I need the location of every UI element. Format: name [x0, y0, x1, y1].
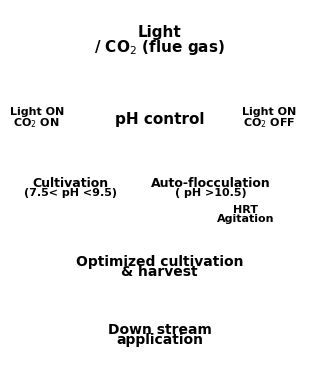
- Text: HRT: HRT: [233, 205, 258, 215]
- Text: pH control: pH control: [115, 112, 204, 127]
- Text: Optimized cultivation: Optimized cultivation: [76, 255, 243, 268]
- Text: application: application: [116, 333, 203, 347]
- Text: (7.5< pH <9.5): (7.5< pH <9.5): [24, 188, 117, 198]
- Text: CO$_2$ OFF: CO$_2$ OFF: [243, 116, 296, 130]
- Text: & harvest: & harvest: [121, 265, 198, 279]
- Text: Light ON: Light ON: [10, 107, 64, 117]
- Text: Light: Light: [137, 25, 182, 40]
- Text: Cultivation: Cultivation: [32, 177, 108, 190]
- Text: ( pH >10.5): ( pH >10.5): [175, 188, 246, 198]
- Text: CO$_2$ ON: CO$_2$ ON: [13, 116, 60, 130]
- Text: / CO$_2$ (flue gas): / CO$_2$ (flue gas): [94, 38, 225, 57]
- Text: Auto-flocculation: Auto-flocculation: [151, 177, 271, 190]
- Text: Down stream: Down stream: [108, 323, 211, 337]
- Text: Light ON: Light ON: [242, 107, 297, 117]
- Text: Agitation: Agitation: [217, 214, 274, 224]
